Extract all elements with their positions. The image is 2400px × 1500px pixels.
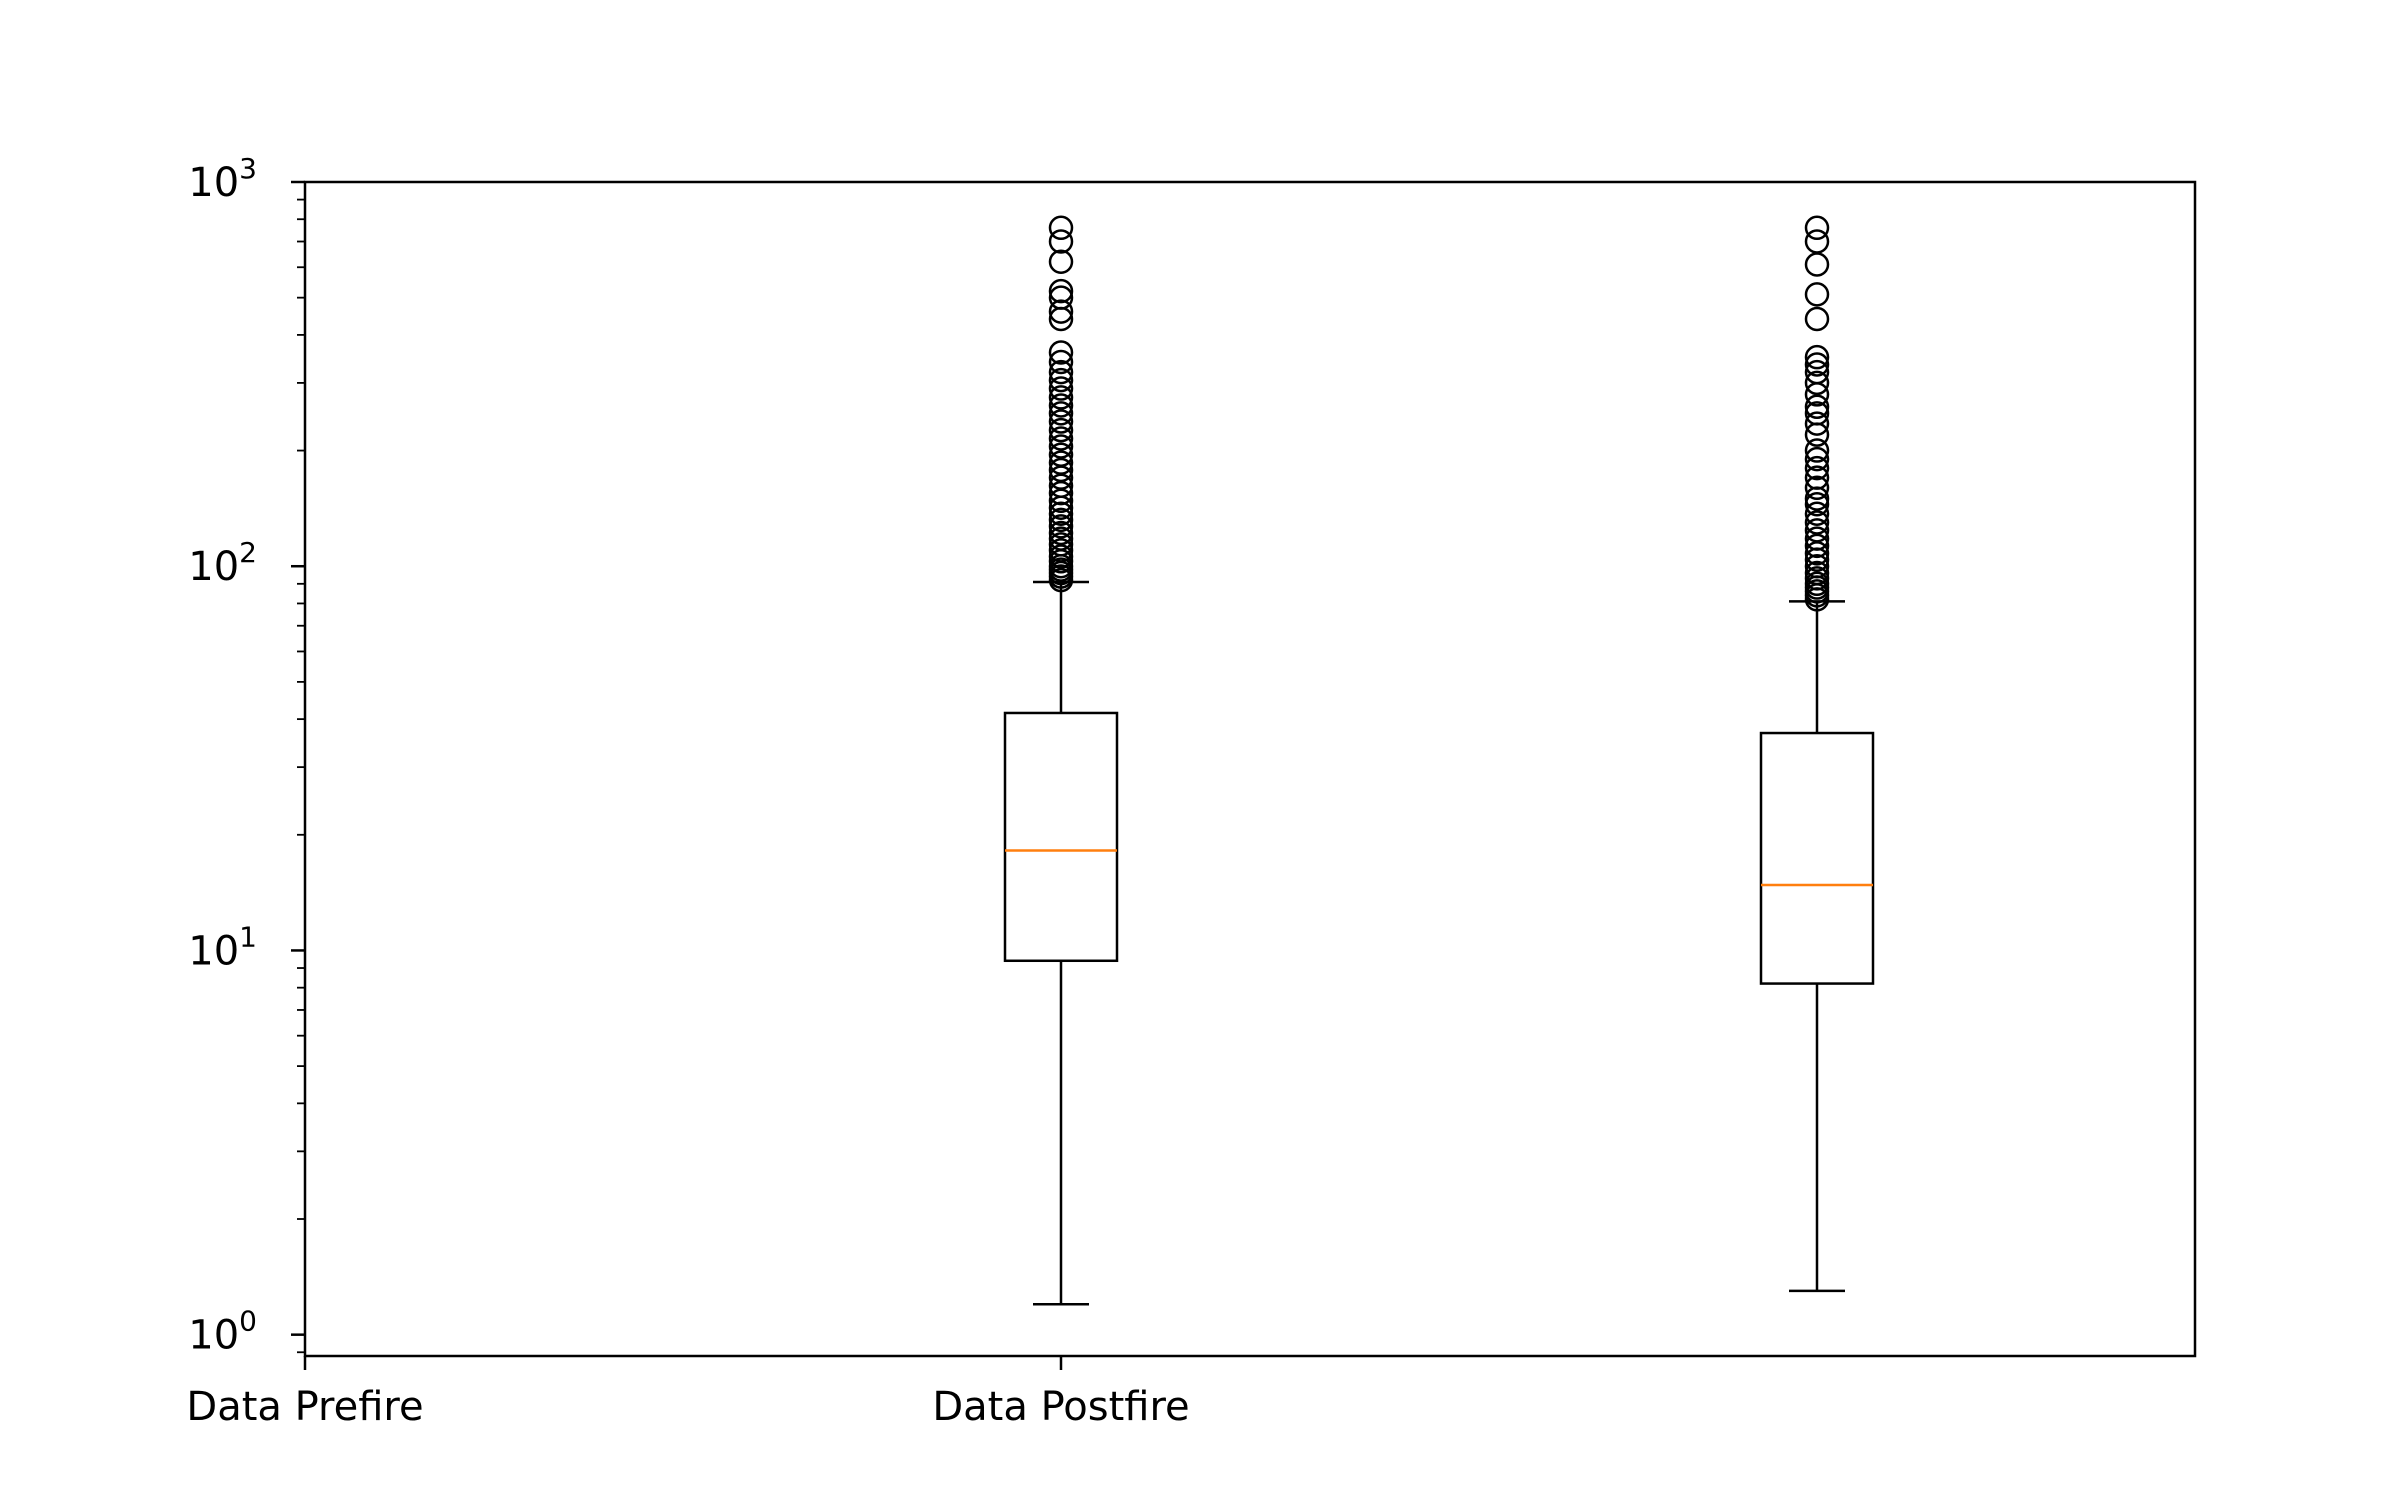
outlier-point	[1804, 438, 1830, 463]
outlier-point	[1804, 411, 1830, 436]
outlier-point	[1048, 393, 1074, 418]
outlier-point	[1804, 370, 1830, 396]
outlier-point	[1048, 457, 1074, 483]
iqr-box	[1759, 731, 1875, 985]
outlier-point	[1048, 514, 1074, 539]
outlier-point	[1048, 215, 1074, 241]
y-tick-label: 103	[188, 152, 257, 206]
outlier-point	[1804, 526, 1830, 551]
outlier-point	[1804, 533, 1830, 559]
outlier-point	[1048, 376, 1074, 401]
outlier-point	[1048, 385, 1074, 410]
box-group	[1759, 215, 1875, 1293]
y-tick-label-exponent: 0	[239, 1305, 257, 1338]
outlier-point	[1048, 299, 1074, 324]
y-tick-label: 102	[188, 536, 257, 590]
outlier-point	[1048, 532, 1074, 557]
outlier-point	[1048, 249, 1074, 275]
outlier-point	[1048, 501, 1074, 526]
y-tick-label-base: 10	[188, 544, 239, 590]
outlier-point	[1804, 560, 1830, 586]
outlier-point	[1048, 417, 1074, 443]
outlier-point	[1048, 538, 1074, 563]
plot-area	[1003, 215, 1875, 1306]
x-axis: Data Prefire Data Postfire	[186, 1356, 1190, 1430]
y-tick-label: 101	[188, 920, 257, 974]
outlier-point	[1804, 394, 1830, 420]
outlier-point	[1804, 455, 1830, 481]
outlier-point	[1804, 491, 1830, 517]
axes-frame	[303, 180, 2197, 1358]
outlier-point	[1804, 553, 1830, 579]
outlier-point	[1048, 278, 1074, 304]
y-tick-label-exponent: 1	[239, 920, 257, 953]
outlier-point	[1804, 446, 1830, 472]
outlier-point	[1804, 229, 1830, 254]
outlier-point	[1048, 426, 1074, 451]
y-tick-label-base: 10	[188, 928, 239, 974]
y-tick-label-exponent: 2	[239, 536, 257, 569]
outlier-point	[1048, 229, 1074, 254]
outlier-point	[1804, 465, 1830, 490]
box-group	[1003, 215, 1119, 1306]
outlier-point	[1048, 507, 1074, 533]
outlier-point	[1048, 442, 1074, 468]
iqr-box	[1003, 711, 1119, 963]
outlier-point	[1804, 401, 1830, 426]
y-tick-label-base: 10	[188, 160, 239, 206]
outlier-point	[1804, 510, 1830, 535]
outlier-point	[1048, 544, 1074, 569]
outlier-point	[1048, 285, 1074, 310]
outlier-point	[1804, 282, 1830, 307]
outlier-point	[1048, 526, 1074, 551]
outlier-point	[1048, 520, 1074, 546]
outlier-point	[1048, 349, 1074, 375]
x-tick-label: Data Postfire	[932, 1384, 1189, 1430]
y-tick-label-exponent: 3	[239, 152, 257, 185]
outlier-point	[1804, 306, 1830, 332]
y-tick-label-base: 10	[188, 1313, 239, 1359]
outlier-point	[1048, 340, 1074, 365]
outlier-point	[1048, 409, 1074, 434]
outlier-point	[1804, 215, 1830, 241]
outlier-point	[1804, 571, 1830, 597]
outlier-point	[1804, 475, 1830, 501]
outlier-point	[1048, 434, 1074, 459]
outlier-point	[1804, 501, 1830, 526]
outlier-point	[1804, 344, 1830, 370]
outlier-point	[1804, 518, 1830, 543]
outlier-point	[1804, 359, 1830, 385]
outlier-point	[1048, 367, 1074, 393]
y-tick-label: 100	[188, 1305, 257, 1359]
outlier-point	[1048, 359, 1074, 385]
x-tick-label: Data Prefire	[186, 1384, 423, 1430]
outlier-point	[1804, 352, 1830, 377]
outlier-point	[1048, 450, 1074, 475]
outlier-point	[1048, 401, 1074, 426]
